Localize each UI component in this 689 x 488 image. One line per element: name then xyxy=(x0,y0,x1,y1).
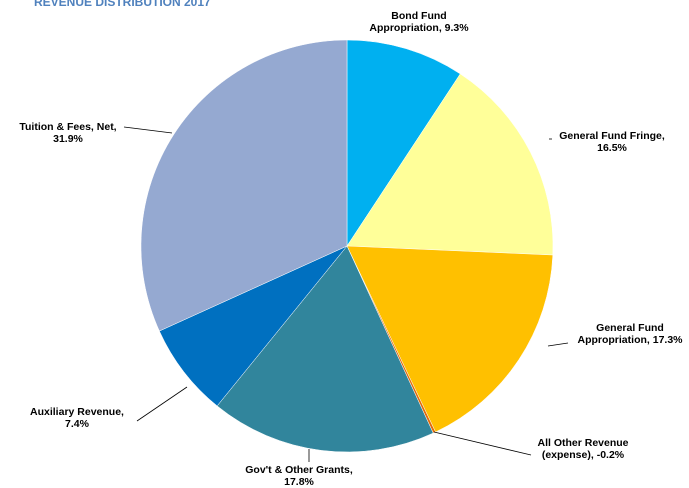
slice-label-line: General Fund Fringe, xyxy=(559,130,665,142)
slice-label-line: 17.8% xyxy=(284,476,314,488)
slice-label-line: 16.5% xyxy=(597,142,627,154)
slice-label-line: Appropriation, 9.3% xyxy=(369,22,469,34)
slice-label-line: 7.4% xyxy=(65,418,90,430)
leader-line-2 xyxy=(547,342,569,347)
leader-line-3 xyxy=(433,431,532,456)
slice-label-line: Tuition & Fees, Net, xyxy=(19,121,116,133)
slice-label-line: All Other Revenue xyxy=(537,437,628,449)
pie-slice-6 xyxy=(140,39,348,332)
slice-label-3: All Other Revenue (expense), -0.2% xyxy=(537,437,628,461)
slice-label-6: Tuition & Fees, Net, 31.9% xyxy=(19,121,116,145)
leader-line-5 xyxy=(136,386,188,422)
slice-label-line: Appropriation, 17.3% xyxy=(577,334,683,346)
slice-label-line: Gov't & Other Grants, xyxy=(245,464,353,476)
slice-label-4: Gov't & Other Grants, 17.8% xyxy=(245,464,353,488)
slice-label-2: General Fund Appropriation, 17.3% xyxy=(577,322,683,346)
slice-label-line: Auxiliary Revenue, xyxy=(30,406,124,418)
pie-slice-4 xyxy=(216,245,434,453)
leader-line-6 xyxy=(123,126,173,134)
pie-slice-1 xyxy=(346,73,554,256)
slice-label-line: Bond Fund xyxy=(391,10,446,22)
slice-label-line: (expense), -0.2% xyxy=(542,449,625,461)
slice-label-line: General Fund xyxy=(596,322,664,334)
slice-label-1: General Fund Fringe, 16.5% xyxy=(559,130,665,154)
slice-label-0: Bond Fund Appropriation, 9.3% xyxy=(369,10,469,34)
pie-slice-2 xyxy=(346,245,554,433)
slice-label-5: Auxiliary Revenue, 7.4% xyxy=(30,406,124,430)
chart-title: REVENUE DISTRIBUTION 2017 xyxy=(34,0,211,9)
slice-label-line: 31.9% xyxy=(53,133,83,145)
pie-slice-0 xyxy=(346,39,461,247)
